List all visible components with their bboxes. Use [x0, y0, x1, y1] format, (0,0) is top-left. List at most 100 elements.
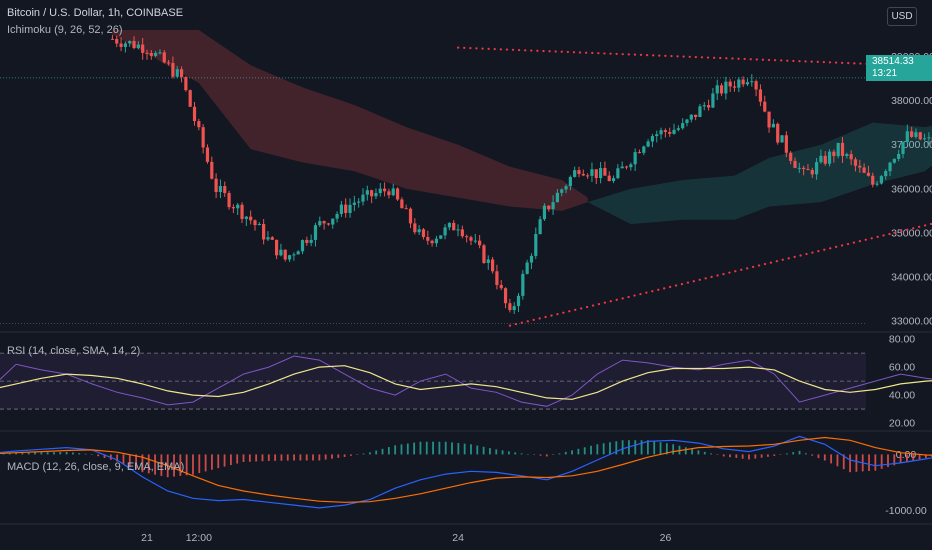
candle-body [365, 190, 369, 195]
candle-body [391, 188, 395, 196]
macd-histogram-bar [122, 454, 125, 465]
candle-body [162, 52, 166, 63]
candle-body [318, 221, 322, 226]
macd-histogram-bar [874, 454, 877, 471]
candle-body [192, 106, 197, 122]
macd-histogram-bar [767, 454, 769, 457]
macd-histogram-bar [185, 454, 188, 476]
macd-histogram-bar [27, 452, 30, 455]
candle-body [927, 137, 931, 139]
candle-body [508, 303, 512, 311]
macd-histogram-bar [760, 454, 763, 458]
candle-body [154, 52, 158, 56]
candle-body [188, 90, 192, 107]
candle-body [313, 225, 318, 240]
candle-body [845, 154, 849, 157]
candle-body [110, 38, 115, 40]
candle-body [603, 168, 607, 176]
ichimoku-legend[interactable]: Ichimoku (9, 26, 52, 26) [7, 24, 123, 36]
candle-body [611, 178, 616, 181]
macd-histogram-bar [501, 450, 504, 455]
ichimoku-cloud-bullish [587, 122, 932, 225]
candle-body [676, 128, 680, 130]
candle-body [223, 186, 227, 194]
candle-body [629, 164, 633, 168]
candle-body [218, 186, 223, 193]
candle-body [378, 188, 382, 194]
macd-histogram-bar [242, 454, 245, 463]
candle-body [810, 170, 814, 175]
macd-histogram-bar [331, 454, 333, 459]
macd-histogram-bar [899, 454, 902, 464]
macd-histogram-bar [198, 454, 201, 474]
candle-body [382, 188, 387, 192]
macd-histogram-bar [229, 454, 232, 466]
macd-histogram-bar [173, 454, 175, 477]
candle-body [184, 77, 188, 91]
macd-histogram-bar [924, 454, 927, 458]
candle-body [598, 168, 603, 179]
rsi-line [0, 355, 932, 407]
macd-histogram-bar [482, 446, 485, 455]
candle-body [797, 167, 801, 169]
macd-histogram-bar [830, 454, 833, 464]
candle-body [395, 188, 400, 200]
macd-histogram-bar [697, 450, 700, 455]
candle-body [555, 192, 559, 203]
candle-body [175, 69, 179, 77]
candle-body [227, 193, 231, 208]
candle-body [737, 79, 741, 88]
candle-body [452, 222, 456, 231]
candle-body [659, 130, 663, 135]
candle-body [858, 165, 862, 168]
candle-body [897, 153, 901, 159]
candle-body [201, 127, 205, 148]
macd-histogram-bar [691, 448, 694, 455]
macd-histogram-bar [72, 452, 74, 455]
candle-body [400, 199, 404, 209]
rsi-legend[interactable]: RSI (14, close, SMA, 14, 2) [7, 345, 141, 357]
macd-histogram-bar [842, 454, 845, 470]
candle-body [257, 224, 261, 226]
macd-histogram-bar [792, 452, 795, 455]
candle-body [214, 178, 218, 193]
candle-body [482, 245, 486, 263]
macd-histogram-bar [160, 454, 163, 476]
candle-body [270, 237, 274, 240]
macd-histogram-bar [204, 454, 207, 472]
macd-histogram-bar [684, 447, 687, 455]
candle-body [827, 151, 832, 164]
candle-body [499, 284, 503, 289]
macd-histogram-bar [470, 444, 472, 455]
macd-histogram-bar [887, 454, 889, 468]
macd-histogram-bar [754, 454, 757, 459]
candle-body [128, 41, 132, 44]
currency-button[interactable]: USD [887, 7, 917, 26]
candle-body [719, 85, 724, 94]
macd-histogram-bar [722, 454, 725, 457]
candle-body [253, 220, 257, 226]
candle-body [339, 204, 343, 214]
macd-histogram-bar [918, 454, 921, 460]
macd-legend[interactable]: MACD (12, 26, close, 9, EMA, EMA) [7, 461, 185, 473]
ichimoku-cloud-bearish [112, 30, 588, 211]
candle-body [387, 191, 391, 196]
candle-body [274, 239, 279, 256]
macd-histogram-bar [147, 454, 150, 474]
candle-body [663, 130, 667, 132]
macd-histogram-bar [855, 454, 858, 472]
rsi-sma-line [0, 365, 932, 400]
macd-histogram-bar [236, 454, 239, 464]
rsi-axis-tick-label: 60.00 [889, 362, 915, 374]
candle-body [728, 81, 732, 87]
macd-histogram-bar [577, 448, 580, 455]
macd-histogram-bar [590, 445, 592, 455]
candle-body [715, 85, 719, 94]
candle-body [918, 132, 922, 140]
candle-body [370, 190, 374, 197]
candle-body [646, 141, 650, 147]
candle-body [681, 123, 685, 129]
candle-body [434, 238, 439, 244]
macd-histogram-bar [880, 454, 883, 469]
